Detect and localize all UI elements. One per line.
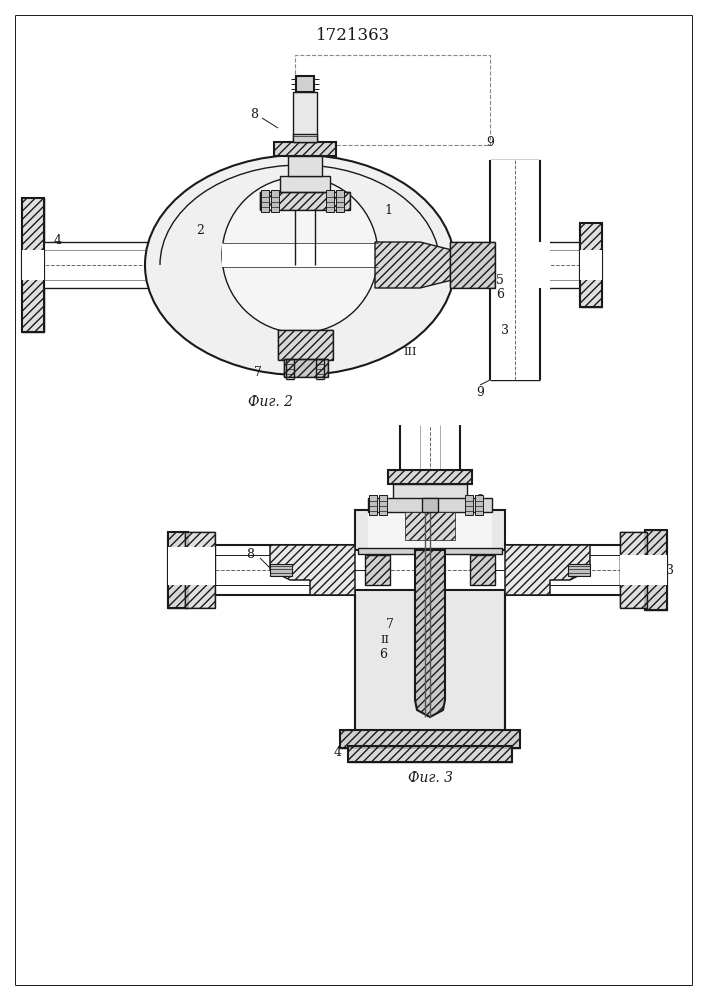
Bar [340,730,520,748]
Bar [348,746,512,762]
Text: 2: 2 [476,493,484,506]
Bar [185,532,215,608]
Bar [645,530,667,610]
Text: 7: 7 [254,365,262,378]
Circle shape [222,177,378,333]
Polygon shape [505,545,590,595]
Polygon shape [270,545,355,595]
Polygon shape [365,555,390,585]
Bar [405,512,455,540]
Bar [340,730,520,748]
Bar [355,510,505,550]
Bar [465,495,473,515]
Text: 5: 5 [496,273,504,286]
Bar [295,55,490,145]
Text: 9: 9 [486,135,494,148]
Bar [480,160,550,380]
Bar [260,192,350,210]
Bar [388,470,472,484]
Polygon shape [375,242,475,288]
Bar [393,484,467,500]
Text: 1721363: 1721363 [316,26,390,43]
Bar [274,142,336,156]
Text: 8: 8 [250,108,258,121]
Bar [645,555,667,585]
Bar [284,359,328,377]
Text: 4: 4 [334,746,342,758]
Bar [22,250,44,280]
Bar [358,548,502,554]
Bar [280,176,330,192]
Bar [422,498,438,512]
Bar [620,555,647,585]
Text: 3: 3 [666,564,674,576]
Text: 8: 8 [246,548,254,562]
Bar [450,242,495,288]
Text: 2: 2 [196,224,204,236]
Bar [645,530,667,610]
Bar [355,590,505,740]
Text: 7: 7 [386,618,394,632]
Text: II: II [380,635,390,645]
Bar [168,547,188,585]
Bar [293,92,317,142]
Bar [185,532,215,608]
Text: III: III [403,347,416,357]
Bar [379,495,387,515]
Bar [369,495,377,515]
Bar [222,243,378,267]
Text: 5: 5 [516,564,524,576]
Bar [288,156,322,176]
Bar [261,190,269,212]
Text: 6: 6 [496,288,504,300]
Bar [270,564,292,576]
Text: 6: 6 [379,648,387,662]
Bar [284,359,328,377]
Bar [580,223,602,307]
Bar [22,198,44,332]
Bar [450,242,495,288]
Bar [620,532,647,608]
Bar [293,134,317,142]
Ellipse shape [145,155,455,375]
Bar [568,564,590,576]
Bar [185,547,215,585]
Bar [348,746,512,762]
Text: 4: 4 [54,233,62,246]
Text: Фиг. 3: Фиг. 3 [407,771,452,785]
Bar [274,142,336,156]
Bar [168,532,188,608]
Bar [326,190,334,212]
Bar [368,498,492,512]
Bar [475,495,483,515]
Bar [278,330,333,360]
Text: 9: 9 [476,385,484,398]
Bar [368,510,492,550]
Text: 5: 5 [333,564,341,576]
Bar [271,190,279,212]
Bar [580,223,602,307]
Bar [22,198,44,332]
Bar [620,532,647,608]
Bar [296,76,314,92]
Bar [388,470,472,484]
Polygon shape [415,550,445,717]
Bar [168,532,188,608]
Bar [580,250,602,280]
Bar [260,192,350,210]
Text: 3: 3 [501,324,509,336]
Text: 1: 1 [384,204,392,217]
Bar [278,330,333,360]
Polygon shape [470,555,495,585]
Text: Фиг. 2: Фиг. 2 [247,395,293,409]
Bar [336,190,344,212]
